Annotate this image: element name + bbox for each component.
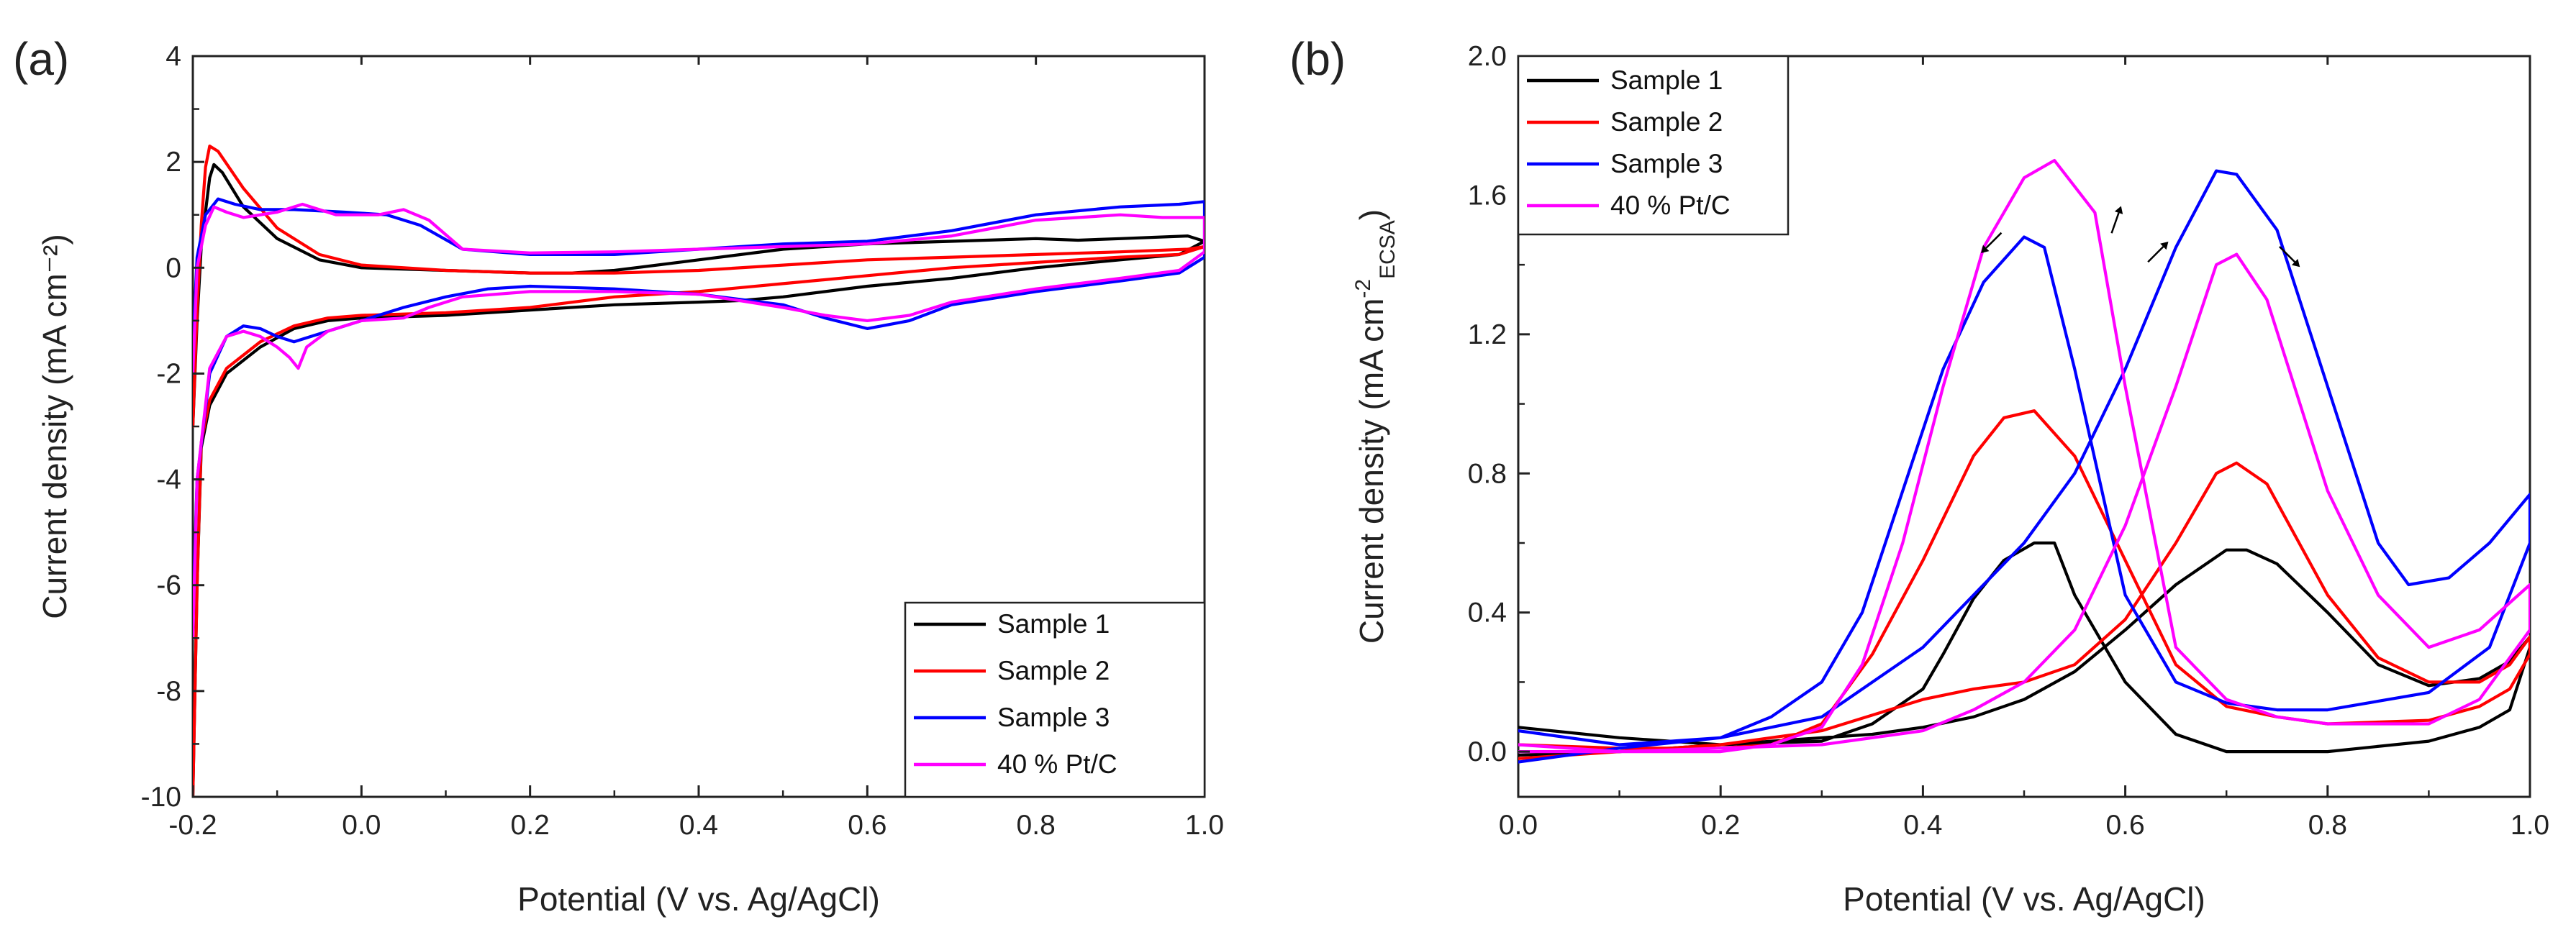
panel-a-label: (a) [13, 33, 69, 85]
y-tick-label: -6 [156, 570, 181, 601]
panel-a-x-axis-title: Potential (V vs. Ag/AgCl) [517, 880, 880, 918]
panel-b-y-axis-title-sub: ECSA [1376, 220, 1400, 279]
series-line-40-pt-c [193, 202, 1205, 640]
panel-b-x-axis: 0.0 0.2 0.4 0.6 0.8 1.0 [1499, 56, 2549, 841]
y-tick-label: 0.8 [1468, 458, 1507, 489]
y-tick-label: 0.4 [1468, 598, 1507, 629]
legend-label: 40 % Pt/C [1610, 191, 1731, 220]
scan-direction-arrow [2147, 246, 2164, 263]
y-tick-label: -4 [156, 465, 181, 496]
y-tick-label: 0 [165, 252, 181, 283]
x-tick-label: 0.6 [848, 810, 886, 841]
series-line-40-pt-c [1518, 159, 2530, 754]
series-line-sample-3 [1518, 169, 2530, 764]
scan-direction-arrowhead [1981, 245, 1990, 253]
x-tick-label: 0.8 [1017, 810, 1056, 841]
scan-direction-arrowhead [2114, 206, 2123, 214]
y-tick-label: -8 [156, 676, 181, 707]
y-tick-label: -2 [156, 358, 181, 389]
panel-b-legend: Sample 1 Sample 2 Sample 3 40 % Pt/C [1517, 55, 1790, 236]
x-tick-label: 0.4 [679, 810, 718, 841]
legend-label: Sample 2 [997, 656, 1110, 685]
x-tick-label: 0.8 [2308, 810, 2347, 841]
panel-b-y-axis: 0.0 0.4 0.8 1.2 1.6 2.0 [1468, 41, 1530, 767]
panel-b-y-axis-title-main: Current density (mA cm [1353, 298, 1390, 644]
x-tick-label: 0.0 [1499, 810, 1538, 841]
series-line-sample-2 [1518, 409, 2530, 760]
y-tick-label: 4 [165, 41, 181, 72]
x-tick-label: -0.2 [168, 810, 217, 841]
series-line-sample-1 [1518, 541, 2530, 757]
panel-a-legend: Sample 1 Sample 2 Sample 3 40 % Pt/C [904, 601, 1206, 798]
panel-a-chart: (a) -0.2 0.0 0.2 0.4 0.6 0.8 1.0 -10 -8 -6 -4 -2 0 2… [13, 33, 1224, 918]
panel-b-y-axis-title-sup: -2 [1351, 279, 1375, 298]
x-tick-label: 1.0 [1185, 810, 1224, 841]
scan-direction-arrowhead [2160, 241, 2169, 250]
x-tick-label: 0.0 [342, 810, 381, 841]
panel-a-y-axis-title: Current density (mA cm⁻²) [36, 234, 73, 619]
legend-label: Sample 3 [997, 703, 1110, 732]
panel-b-chart: (b) 0.0 0.2 0.4 0.6 0.8 1.0 0.0 0.4 0.8 1.2 1.6 2.… [1289, 33, 2549, 918]
panel-b-label: (b) [1289, 33, 1346, 85]
legend-label: Sample 1 [997, 609, 1110, 639]
series-line-sample-1 [193, 163, 1205, 797]
x-tick-label: 1.0 [2511, 810, 2549, 841]
x-tick-label: 0.4 [1903, 810, 1942, 841]
legend-label: Sample 1 [1610, 65, 1723, 95]
panel-a-x-axis: -0.2 0.0 0.2 0.4 0.6 0.8 1.0 [168, 56, 1224, 841]
scan-direction-arrowhead [2291, 258, 2300, 268]
panel-b-curves [1518, 159, 2530, 764]
y-tick-label: 1.2 [1468, 319, 1507, 350]
scan-direction-arrow [2110, 212, 2120, 234]
x-tick-label: 0.2 [1701, 810, 1740, 841]
x-tick-label: 0.6 [2105, 810, 2144, 841]
x-tick-label: 0.2 [511, 810, 550, 841]
legend-label: 40 % Pt/C [997, 749, 1117, 779]
panel-b-scan-arrows [1981, 206, 2300, 268]
panel-a-curves [193, 145, 1205, 797]
panel-b-y-axis-title: Current density (mA cm-2ECSA) [1351, 209, 1400, 644]
legend-label: Sample 3 [1610, 149, 1723, 178]
y-tick-label: 2.0 [1468, 41, 1507, 72]
panel-b-x-axis-title: Potential (V vs. Ag/AgCl) [1843, 880, 2205, 918]
scan-direction-arrow [1985, 232, 2003, 249]
y-tick-label: 1.6 [1468, 180, 1507, 211]
y-tick-label: 0.0 [1468, 736, 1507, 767]
panel-b-y-axis-title-close: ) [1353, 209, 1390, 220]
panel-a-y-axis: -10 -8 -6 -4 -2 0 2 4 [141, 41, 204, 813]
y-tick-label: 2 [165, 147, 181, 178]
legend-label: Sample 2 [1610, 107, 1723, 137]
y-tick-label: -10 [141, 782, 181, 813]
scan-direction-arrow [2279, 246, 2296, 263]
